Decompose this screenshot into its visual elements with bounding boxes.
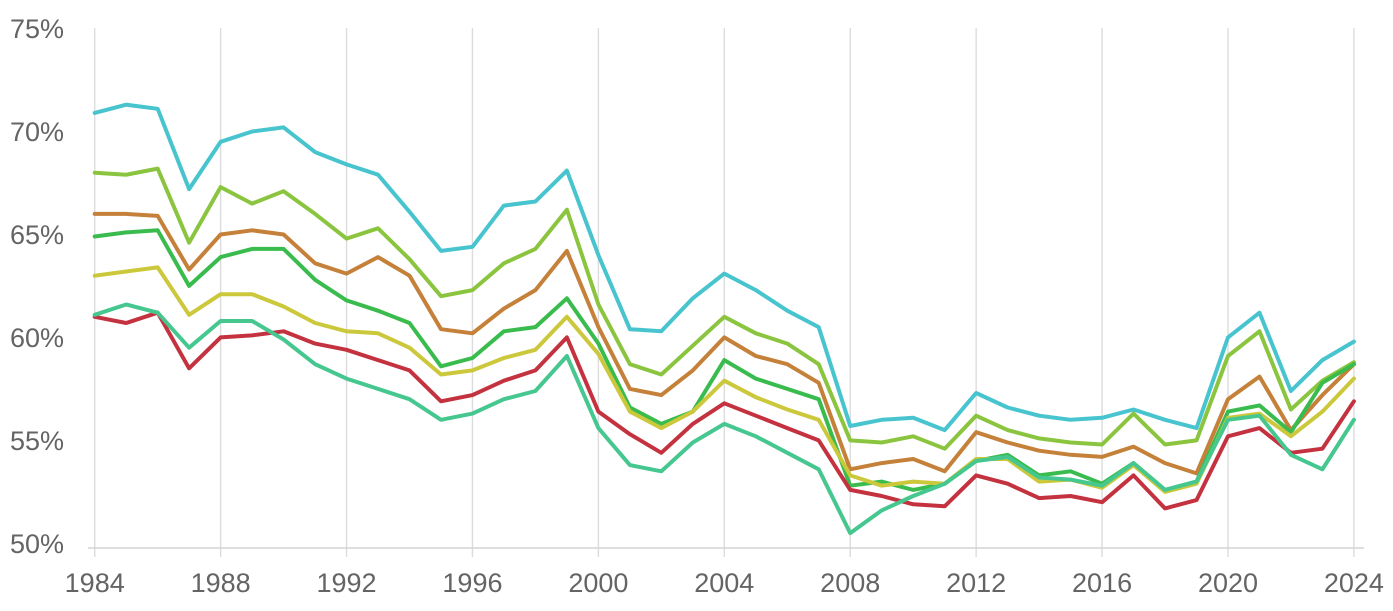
series-line-orange xyxy=(92,211,1356,476)
x-tick-label: 2008 xyxy=(820,568,880,598)
x-tick-label: 1984 xyxy=(65,568,125,598)
x-tick-label: 1988 xyxy=(191,568,251,598)
x-tick-label: 2000 xyxy=(568,568,628,598)
y-tick-label: 75% xyxy=(10,14,64,44)
series-line-cyan xyxy=(92,102,1356,433)
x-tick-label: 2016 xyxy=(1072,568,1132,598)
x-tick-label: 2024 xyxy=(1324,568,1384,598)
y-tick-label: 55% xyxy=(10,426,64,456)
x-tick-label: 2004 xyxy=(694,568,754,598)
series-line-red xyxy=(92,310,1356,511)
x-tick-label: 2012 xyxy=(946,568,1006,598)
x-tick-label: 1992 xyxy=(317,568,377,598)
x-tick-label: 2020 xyxy=(1198,568,1258,598)
series-line-yellow-green xyxy=(92,166,1356,451)
y-tick-label: 50% xyxy=(10,529,64,559)
y-tick-label: 65% xyxy=(10,220,64,250)
series-line-emerald xyxy=(92,302,1356,536)
y-tick-label: 60% xyxy=(10,323,64,353)
x-tick-label: 1996 xyxy=(442,568,502,598)
y-tick-label: 70% xyxy=(10,117,64,147)
